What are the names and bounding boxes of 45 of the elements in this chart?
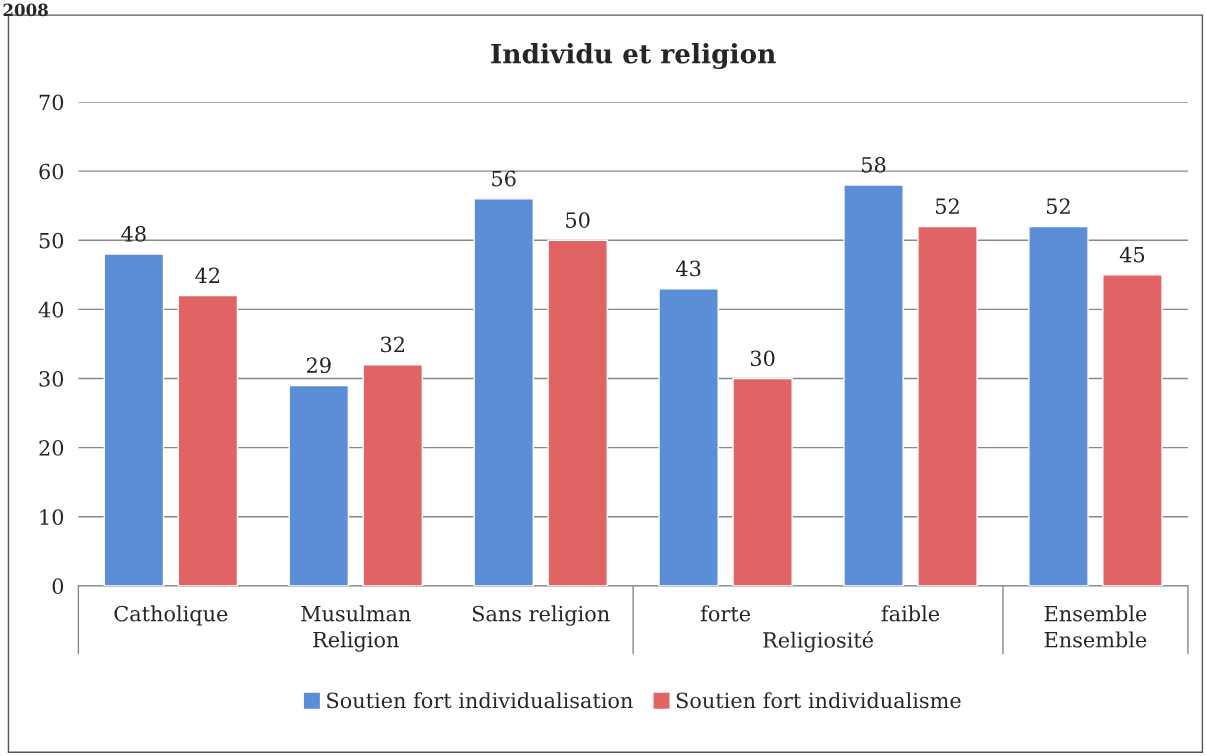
data-label: 45 (1119, 246, 1145, 263)
bar (658, 287, 719, 586)
data-label: 52 (936, 198, 959, 215)
bar (473, 198, 534, 586)
y-tick-label: 70 (39, 94, 64, 111)
bar (843, 184, 904, 586)
x-tick-label: Musulman (301, 605, 411, 622)
x-tick-label: faible (881, 605, 940, 622)
x-tick-label: Catholique (114, 605, 228, 626)
bar (917, 225, 978, 586)
text: Ensemble (1044, 631, 1147, 648)
x-tick-label: Sans religion (472, 605, 610, 626)
bar (1102, 274, 1163, 586)
y-tick-label: 30 (39, 370, 64, 387)
data-label: 43 (676, 260, 701, 277)
x-tick-label: forte (700, 605, 751, 622)
y-tick-label: 20 (39, 440, 64, 456)
y-tick-label: 0 (52, 578, 64, 595)
y-tick-label: 40 (38, 301, 64, 318)
data-label: 32 (381, 336, 404, 353)
bar (547, 239, 608, 586)
data-label: 58 (862, 156, 886, 173)
data-label: 52 (1046, 198, 1070, 215)
legend-label: Soutien fort individualisation (327, 692, 633, 709)
bar (177, 294, 239, 586)
data-label: 56 (492, 170, 516, 187)
text: Religion (313, 631, 399, 652)
y-tick-label: 50 (39, 232, 64, 249)
bar (362, 364, 424, 586)
legend-label: Soutien fort individualisme (676, 692, 961, 709)
bar (103, 253, 165, 586)
bar (288, 384, 350, 586)
chart-title: Individu et religion (491, 43, 776, 70)
y-tick-label: 60 (39, 163, 64, 180)
text: 2008 (3, 3, 48, 17)
data-label: 30 (750, 350, 775, 367)
bar (1028, 225, 1089, 586)
bar (732, 377, 793, 586)
y-tick-label: 10 (40, 509, 64, 525)
data-label: 29 (306, 357, 331, 374)
data-label: 42 (195, 267, 220, 283)
text: Religiosité (763, 630, 873, 653)
x-tick-label: Ensemble (1044, 605, 1147, 622)
data-label: 48 (121, 226, 146, 242)
data-label: 50 (566, 212, 590, 228)
